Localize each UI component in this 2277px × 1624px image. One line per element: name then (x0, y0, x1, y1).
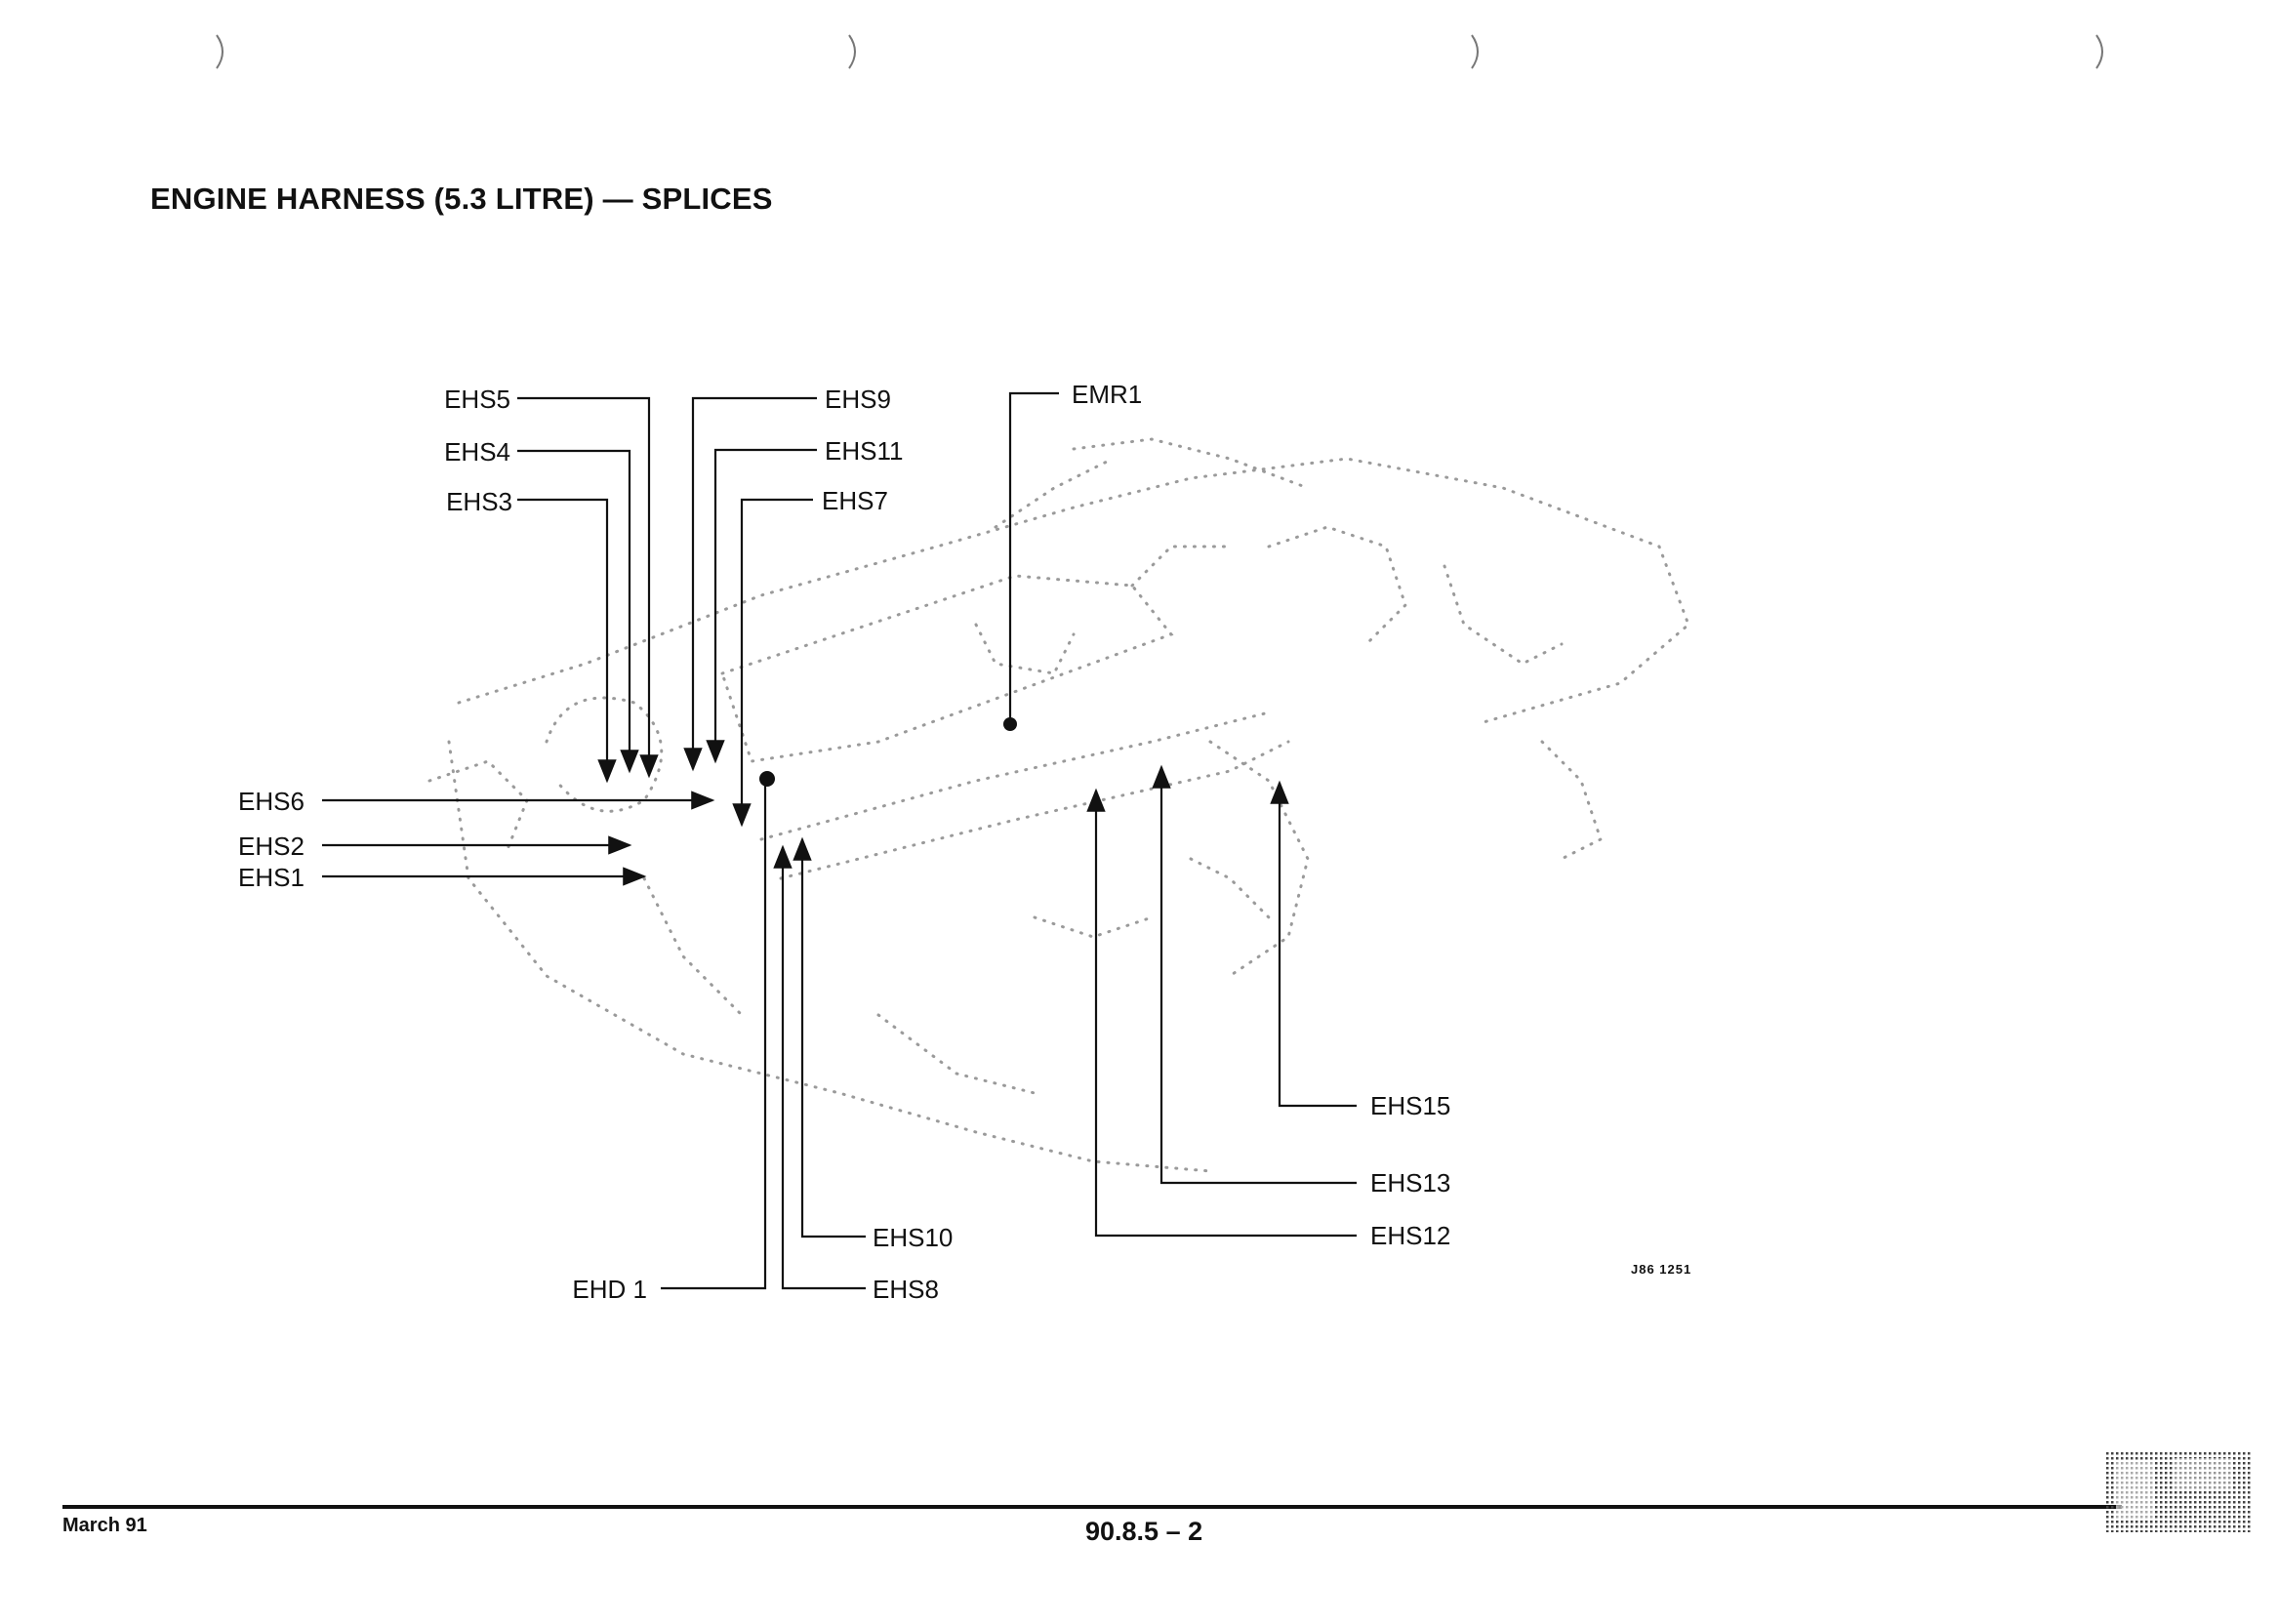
emr1-point (1003, 717, 1017, 731)
binder-hole-mark-icon (1471, 34, 1479, 69)
label-ehs15: EHS15 (1370, 1091, 1450, 1120)
leader-ehs12 (1086, 788, 1357, 1238)
label-ehs2: EHS2 (238, 832, 305, 861)
footer-page-number: 90.8.5 – 2 (1085, 1517, 1203, 1546)
leader-ehs15 (1270, 780, 1357, 1108)
binder-hole-mark-icon (848, 34, 856, 69)
page-title: ENGINE HARNESS (5.3 LITRE) — SPLICES (150, 182, 773, 216)
label-ehs4: EHS4 (444, 437, 510, 467)
label-ehd1: EHD 1 (572, 1275, 647, 1304)
ehd1-point (759, 771, 775, 787)
leader-emr1 (1008, 391, 1059, 722)
leader-ehs11 (706, 448, 817, 764)
label-ehs6: EHS6 (238, 787, 305, 816)
label-ehs13: EHS13 (1370, 1168, 1450, 1198)
leader-ehs8 (773, 844, 866, 1290)
leader-ehs7 (732, 498, 813, 828)
label-ehs12: EHS12 (1370, 1221, 1450, 1250)
label-emr1: EMR1 (1072, 380, 1142, 409)
figure-reference-code: J86 1251 (1631, 1262, 1692, 1277)
leader-ehs4 (517, 449, 639, 774)
label-ehs8: EHS8 (873, 1275, 939, 1304)
label-ehs11: EHS11 (825, 436, 903, 466)
footer-rule (62, 1505, 2122, 1509)
label-ehs5: EHS5 (444, 385, 510, 414)
scan-halftone-mark-icon (2106, 1452, 2253, 1532)
binder-hole-mark-icon (2095, 34, 2103, 69)
leader-ehs5 (517, 396, 659, 779)
label-ehs9: EHS9 (825, 385, 891, 414)
label-ehs3: EHS3 (446, 487, 512, 516)
leader-ehd1 (661, 781, 767, 1290)
binder-hole-mark-icon (216, 34, 224, 69)
engine-outline-dotted-icon (427, 437, 1690, 1173)
leader-ehs13 (1152, 764, 1357, 1185)
label-ehs10: EHS10 (873, 1223, 953, 1252)
label-ehs7: EHS7 (822, 486, 888, 515)
footer-date: March 91 (62, 1515, 147, 1536)
leader-ehs10 (793, 836, 866, 1238)
leader-ehs3 (517, 498, 617, 784)
label-ehs1: EHS1 (238, 863, 305, 892)
leader-ehs9 (683, 396, 817, 772)
